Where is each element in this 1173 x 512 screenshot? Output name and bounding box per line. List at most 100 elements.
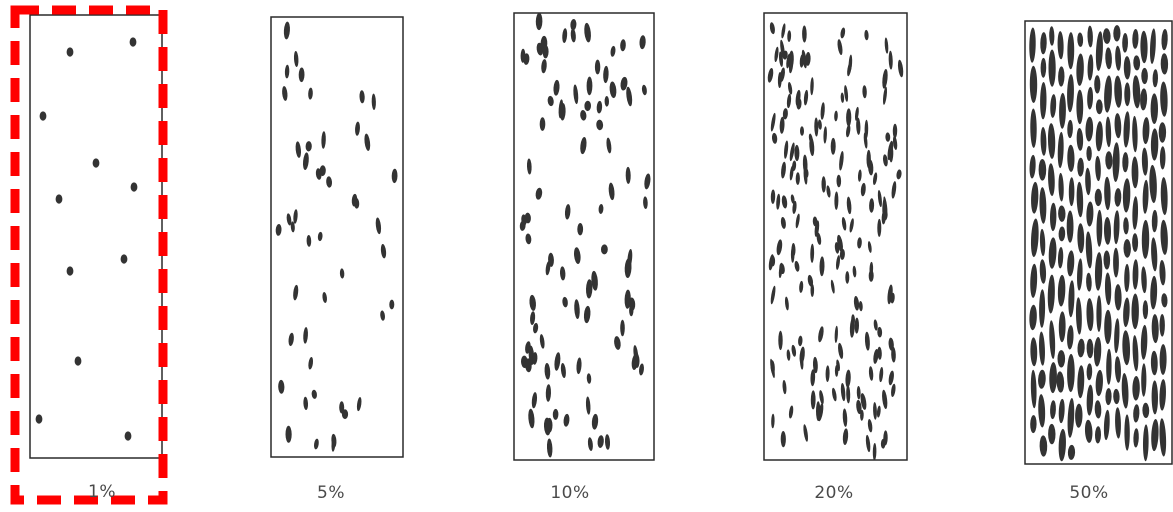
speckle-mark	[846, 108, 852, 127]
speckle-mark	[1150, 93, 1159, 124]
panel-p1	[29, 14, 163, 459]
speckle-mark	[1141, 219, 1150, 259]
speckle-mark	[1114, 75, 1122, 108]
speckle-mark	[1058, 205, 1066, 222]
speckle-mark	[295, 141, 302, 158]
speckle-mark	[819, 256, 825, 277]
speckle-mark	[559, 266, 566, 281]
speckle-mark	[1150, 128, 1159, 161]
speckle-mark	[834, 325, 838, 343]
speckle-mark	[848, 54, 853, 72]
speckle-mark	[1048, 423, 1056, 445]
speckle-mark	[795, 172, 800, 185]
speckle-mark	[577, 223, 584, 236]
speckle-mark	[855, 106, 859, 121]
speckle-mark	[780, 39, 785, 59]
speckle-mark	[1077, 258, 1083, 291]
speckle-mark	[1124, 82, 1131, 107]
speckle-mark	[832, 387, 837, 402]
speckle-mark	[781, 195, 788, 209]
speckle-mark	[1029, 304, 1037, 331]
speckle-mark	[812, 216, 818, 227]
speckle-mark	[814, 117, 819, 137]
speckle-mark	[624, 258, 632, 278]
speckle-mark	[838, 342, 844, 359]
speckle-mark	[92, 158, 100, 168]
speckle-mark	[1039, 289, 1046, 328]
speckle-mark	[576, 357, 582, 375]
speckle-mark	[1113, 388, 1120, 405]
speckle-mark	[532, 352, 538, 365]
speckle-mark	[1086, 201, 1094, 227]
speckle-mark	[781, 23, 786, 39]
speckle-mark	[784, 140, 789, 159]
speckle-mark	[293, 284, 299, 301]
speckle-mark	[66, 47, 74, 57]
speckle-mark	[1039, 228, 1046, 257]
speckle-mark	[1086, 338, 1094, 359]
speckle-mark	[1114, 113, 1122, 139]
speckle-mark	[1077, 365, 1085, 399]
speckle-mark	[124, 431, 132, 441]
speckle-mark	[846, 124, 851, 138]
speckle-mark	[835, 255, 841, 270]
speckle-mark	[795, 213, 800, 229]
speckle-mark	[840, 383, 846, 402]
speckle-mark	[864, 119, 869, 139]
speckle-mark	[860, 393, 867, 410]
speckle-mark	[1141, 67, 1148, 85]
speckle-mark	[1094, 400, 1102, 419]
panel-label-1pct: 1%	[88, 482, 116, 502]
speckle-mark	[1095, 99, 1103, 115]
speckle-mark	[1030, 415, 1037, 434]
speckle-mark	[284, 64, 290, 79]
speckle-mark	[1113, 247, 1119, 278]
speckle-mark	[305, 141, 312, 152]
speckle-mark	[594, 59, 601, 75]
speckle-mark	[830, 137, 836, 155]
speckle-mark	[837, 39, 843, 56]
speckle-mark	[326, 176, 333, 188]
speckle-mark	[1131, 293, 1139, 330]
speckle-mark	[573, 247, 581, 264]
speckle-mark	[803, 167, 808, 185]
panel-label-20pct: 20%	[814, 483, 854, 503]
speckle-mark	[609, 81, 617, 99]
speckle-mark	[641, 84, 647, 96]
panel-frame	[270, 16, 404, 458]
speckle-mark	[1039, 435, 1048, 457]
speckle-mark	[836, 359, 840, 372]
speckle-mark	[1085, 116, 1094, 142]
speckle-mark	[1132, 115, 1138, 153]
speckle-mark	[1096, 295, 1102, 332]
speckle-mark	[1131, 156, 1139, 189]
speckle-mark	[1160, 177, 1168, 216]
speckle-mark	[35, 414, 43, 424]
speckle-mark	[1048, 49, 1056, 87]
speckle-mark	[1141, 147, 1148, 176]
speckle-mark	[803, 89, 809, 106]
speckle-mark	[1132, 233, 1139, 252]
speckle-mark	[767, 67, 774, 83]
speckle-mark	[1030, 369, 1037, 409]
speckle-mark	[776, 193, 781, 210]
speckle-mark	[1067, 325, 1074, 350]
speckle-mark	[574, 299, 580, 319]
speckle-mark	[1123, 297, 1130, 328]
speckle-mark	[380, 244, 387, 259]
speckle-mark	[539, 117, 546, 131]
speckle-mark	[1150, 275, 1158, 310]
speckle-mark	[548, 252, 554, 267]
speckle-mark	[837, 234, 843, 252]
speckle-mark	[1077, 32, 1084, 47]
speckle-mark	[283, 21, 290, 40]
speckle-mark	[794, 260, 800, 272]
speckle-mark	[74, 356, 82, 366]
speckle-mark	[563, 413, 570, 427]
speckle-mark	[799, 280, 804, 293]
speckle-mark	[781, 161, 786, 179]
speckle-mark	[614, 336, 621, 350]
speckle-mark	[1087, 54, 1094, 81]
speckle-mark	[1151, 314, 1159, 344]
speckle-mark	[849, 218, 854, 233]
